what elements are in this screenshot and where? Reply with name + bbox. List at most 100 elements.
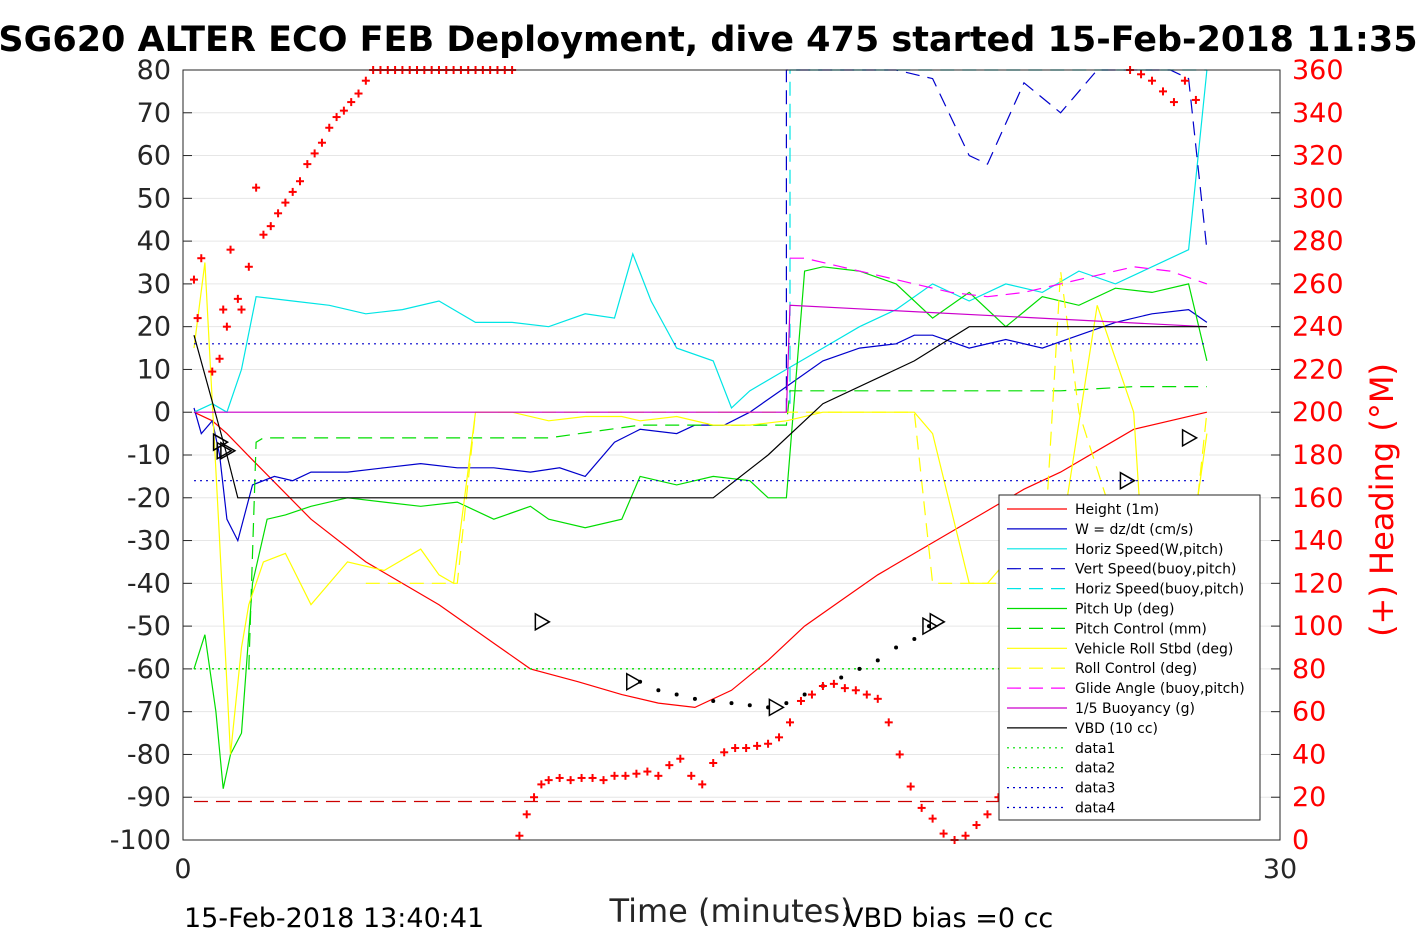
y-tick-label: 70 xyxy=(137,98,171,129)
triangle-marker xyxy=(626,672,643,692)
heading-marker xyxy=(895,750,904,759)
heading-marker xyxy=(731,744,740,753)
series-9-line xyxy=(790,257,1208,298)
dotted-segment-point xyxy=(711,698,716,703)
legend-label: Vehicle Roll Stbd (deg) xyxy=(1075,641,1233,657)
legend: Height (1m) W = dz/dt (cm/s) Horiz Speed(W… xyxy=(998,494,1261,821)
x-tick-label: 30 xyxy=(1263,854,1297,885)
heading-marker xyxy=(339,106,348,115)
y-tick-label: 10 xyxy=(137,354,171,385)
heading-marker xyxy=(632,769,641,778)
legend-label: Pitch Up (deg) xyxy=(1075,602,1174,618)
legend-label: Pitch Control (mm) xyxy=(1075,621,1207,637)
heading-marker xyxy=(972,821,981,830)
legend-label: data3 xyxy=(1075,781,1115,797)
heading-marker xyxy=(742,744,751,753)
dotted-segment-point xyxy=(729,701,734,706)
y-tick-label: 60 xyxy=(137,141,171,172)
y-tick-label: -10 xyxy=(127,440,171,471)
triangle-marker xyxy=(1119,471,1136,490)
heading-marker xyxy=(577,773,586,782)
y-right-tick-label: 320 xyxy=(1292,141,1344,172)
series-1-line xyxy=(193,308,1208,543)
chart-title: SG620 ALTER ECO FEB Deployment, dive 475… xyxy=(0,20,1417,60)
heading-marker xyxy=(274,209,283,218)
heading-marker xyxy=(698,780,707,789)
y-right-tick-label: 20 xyxy=(1292,782,1326,813)
y-right-tick-label: 120 xyxy=(1292,568,1344,599)
heading-marker xyxy=(288,187,297,196)
heading-marker xyxy=(226,245,235,254)
heading-marker xyxy=(862,690,871,699)
series-11-line xyxy=(193,326,1207,499)
heading-marker xyxy=(259,230,268,239)
dotted-segment-point xyxy=(894,645,899,650)
y-right-tick-label: 160 xyxy=(1292,483,1344,514)
heading-marker xyxy=(928,814,937,823)
legend-label: W = dz/dt (cm/s) xyxy=(1075,522,1194,538)
heading-marker xyxy=(917,803,926,812)
y-right-tick-label: 300 xyxy=(1292,183,1344,214)
y-tick-label: -40 xyxy=(127,568,171,599)
heading-marker xyxy=(1158,87,1167,96)
heading-marker xyxy=(215,354,224,363)
legend-label: Roll Control (deg) xyxy=(1075,661,1197,677)
heading-marker xyxy=(325,123,334,132)
y-right-tick-label: 220 xyxy=(1292,354,1344,385)
y-right-tick-label: 200 xyxy=(1292,397,1344,428)
heading-marker xyxy=(208,367,217,376)
dotted-segment-point xyxy=(784,701,789,706)
y-right-tick-label: 100 xyxy=(1292,611,1344,642)
series-6-line xyxy=(248,386,1207,669)
triangle-marker xyxy=(220,441,237,461)
heading-marker xyxy=(332,113,341,122)
dotted-segment-point xyxy=(802,692,807,697)
heading-marker xyxy=(851,686,860,695)
y-right-tick-label: 340 xyxy=(1292,98,1344,129)
dotted-segment-point xyxy=(747,703,752,708)
heading-marker xyxy=(1148,76,1157,85)
series-2-line xyxy=(193,69,1208,414)
heading-marker xyxy=(354,89,363,98)
heading-marker xyxy=(599,776,608,785)
y-tick-label: 20 xyxy=(137,312,171,343)
heading-marker xyxy=(522,810,531,819)
axis-ticks: 80706050403020100-10-20-30-40-50-60-70-8… xyxy=(110,55,1344,885)
triangle-marker xyxy=(216,441,233,461)
x-axis-label: Time (minutes) xyxy=(609,892,853,930)
legend-label: data4 xyxy=(1075,801,1116,817)
dotted-segment-point xyxy=(875,658,880,663)
heading-marker xyxy=(530,793,539,802)
y-tick-label: -100 xyxy=(110,825,171,856)
footer-timestamp: 15-Feb-2018 13:40:41 xyxy=(184,903,484,934)
heading-marker xyxy=(961,831,970,840)
y-right-tick-label: 0 xyxy=(1292,825,1309,856)
heading-marker xyxy=(361,76,370,85)
heading-marker xyxy=(720,748,729,757)
y-right-tick-label: 40 xyxy=(1292,739,1326,770)
y-tick-label: 40 xyxy=(137,226,171,257)
heading-marker xyxy=(753,741,762,750)
heading-marker xyxy=(555,773,564,782)
heading-marker xyxy=(829,679,838,688)
heading-marker xyxy=(884,718,893,727)
y-right-tick-label: 360 xyxy=(1292,55,1344,86)
y-right-tick-label: 280 xyxy=(1292,226,1344,257)
heading-marker xyxy=(515,831,524,840)
y-tick-label: -70 xyxy=(127,697,171,728)
y-tick-label: -80 xyxy=(127,739,171,770)
dotted-segment-point xyxy=(674,692,679,697)
legend-label: Height (1m) xyxy=(1075,502,1159,518)
y-tick-label: -90 xyxy=(127,782,171,813)
heading-marker xyxy=(566,776,575,785)
legend-label: data2 xyxy=(1075,761,1115,777)
y-right-tick-label: 260 xyxy=(1292,269,1344,300)
heading-marker xyxy=(193,314,202,323)
heading-marker xyxy=(786,718,795,727)
legend-label: Vert Speed(buoy,pitch) xyxy=(1075,562,1237,578)
heading-marker xyxy=(709,759,718,767)
legend-label: Horiz Speed(buoy,pitch) xyxy=(1075,582,1244,598)
heading-marker xyxy=(610,771,619,780)
triangle-marker xyxy=(534,612,551,632)
